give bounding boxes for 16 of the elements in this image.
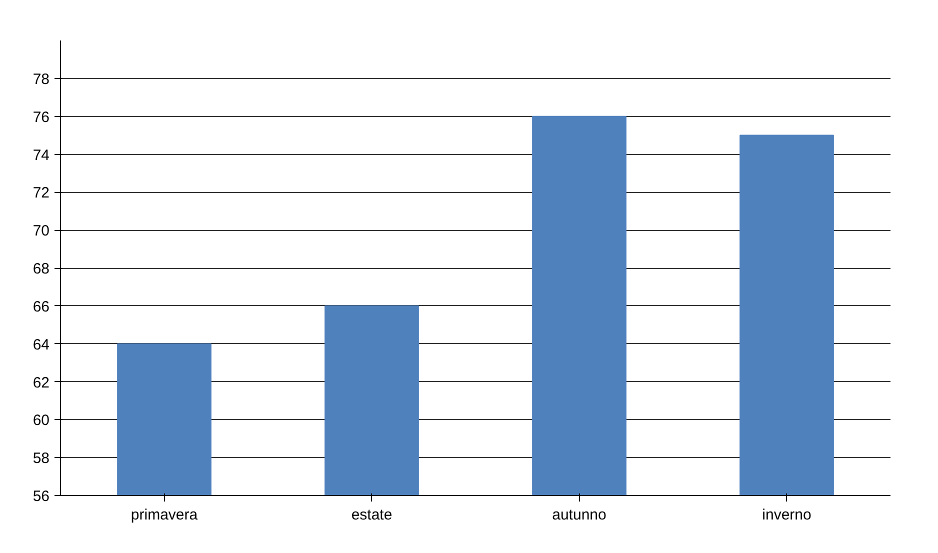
y-tick-label: 76 [32,108,50,126]
x-tick-label: estate [351,506,392,524]
y-tick-label: 58 [32,450,50,468]
x-tick-label: autunno [552,506,606,524]
y-tick-label: 62 [32,374,50,392]
y-tick-label: 64 [32,336,50,354]
x-tick-label: primavera [130,506,198,524]
y-tick-label: 74 [32,146,50,164]
x-tick-label: inverno [762,506,812,524]
y-tick-label: 72 [32,184,50,202]
y-tick-label: 70 [32,222,50,240]
y-tick-label: 68 [32,260,50,278]
y-tick-label: 56 [32,488,50,505]
y-tick-label: 66 [32,298,50,316]
y-tick-label: 60 [32,412,50,430]
y-tick-label: 78 [32,70,50,88]
